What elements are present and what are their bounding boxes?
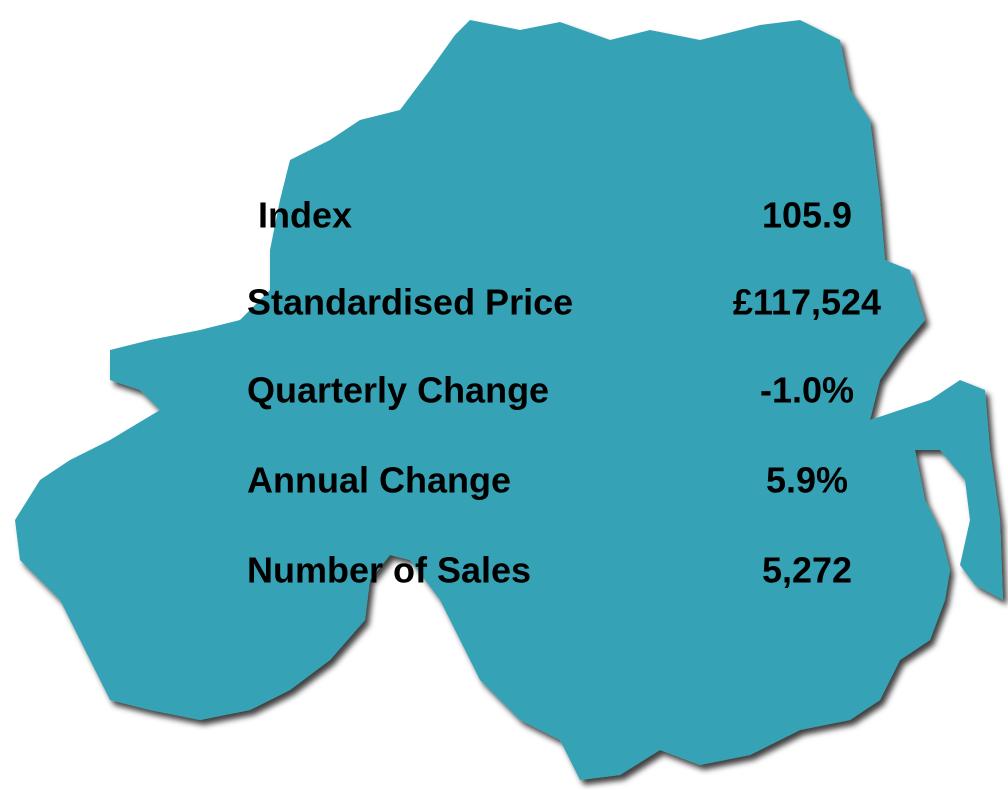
row-label: Standardised Price <box>247 282 573 323</box>
row-label: Annual Change <box>247 460 511 501</box>
row-label: Number of Sales <box>247 550 531 591</box>
row-value: 5,272 <box>762 550 852 591</box>
row-label: Index <box>258 195 352 236</box>
row-value: £117,524 <box>733 282 881 323</box>
row-label: Quarterly Change <box>247 370 549 411</box>
row-value: -1.0% <box>760 370 854 411</box>
stats-table: Index 105.9 Standardised Price £117,524 Quar… <box>247 195 881 591</box>
map-silhouette <box>15 20 1003 780</box>
row-value: 5.9% <box>766 460 848 501</box>
row-value: 105.9 <box>762 195 852 236</box>
